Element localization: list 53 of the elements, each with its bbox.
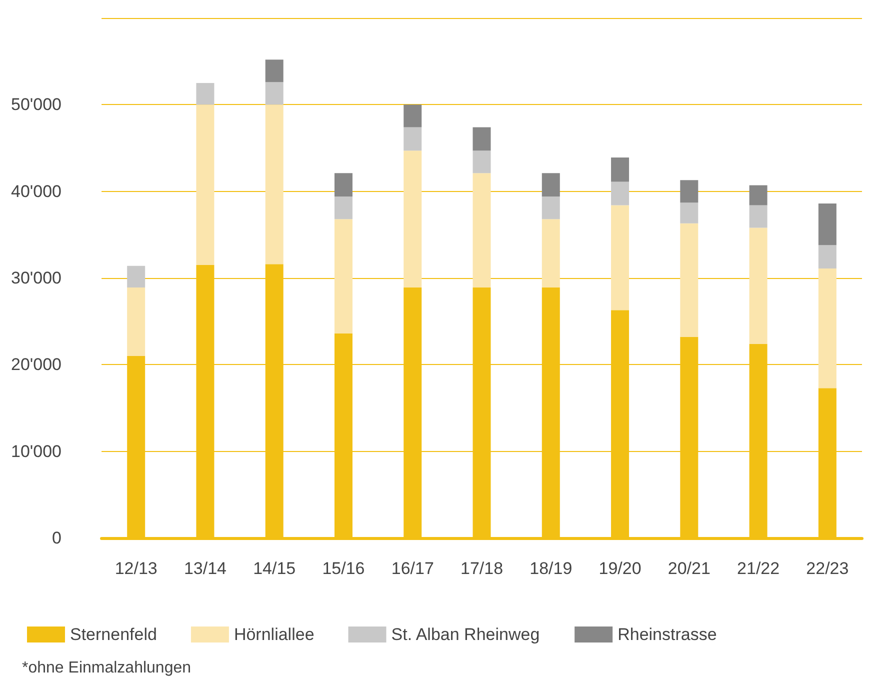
x-tick-label: 14/15 (253, 559, 296, 578)
bar (749, 228, 768, 344)
x-tick-label: 18/19 (530, 559, 572, 578)
y-tick-label: 0 (52, 528, 62, 548)
bar (611, 182, 630, 206)
x-tick-label: 22/23 (806, 559, 849, 578)
text: *ohne Einmalzahlungen (22, 660, 192, 676)
y-tick-label: 30'000 (10, 268, 62, 288)
bar (749, 205, 768, 228)
bar (265, 104, 284, 264)
bar (818, 268, 836, 388)
y-tick-label: 40'000 (10, 182, 62, 201)
bar (680, 180, 698, 203)
bar (680, 223, 698, 337)
bar (334, 173, 352, 197)
bar (334, 219, 352, 334)
bar (196, 104, 214, 265)
x-tick-label: 21/22 (737, 559, 780, 578)
x-tick-label: 17/18 (460, 559, 504, 578)
x-tick-label: 19/20 (598, 559, 642, 578)
bar (542, 196, 560, 220)
bar (404, 150, 422, 288)
bar (542, 219, 560, 288)
bar (472, 173, 491, 288)
x-tick-label: 12/13 (114, 559, 158, 578)
bar (818, 245, 836, 268)
bar (472, 150, 491, 174)
x-tick-label: 15/16 (322, 559, 365, 578)
legend-label: Rheinstrasse (618, 625, 717, 644)
bar (472, 127, 491, 151)
bar (127, 288, 146, 356)
bar (542, 173, 560, 197)
bar (334, 196, 352, 220)
x-tick-label: 16/17 (391, 559, 434, 578)
bar (127, 266, 146, 288)
bar (611, 205, 630, 310)
bar (265, 82, 284, 105)
legend-label: Sternenfeld (70, 625, 157, 644)
bar (196, 83, 214, 105)
bar (680, 202, 698, 224)
x-tick-label: 20/21 (668, 559, 710, 578)
bar (818, 203, 836, 246)
x-tick-label: 13/14 (184, 559, 226, 578)
y-tick-label: 20'000 (10, 355, 62, 374)
bar (611, 158, 630, 182)
bar (404, 127, 422, 151)
bar (749, 185, 768, 206)
bar (404, 104, 422, 128)
y-tick-label: 50'000 (10, 95, 62, 114)
legend-label: Hörnliallee (234, 625, 314, 644)
bar (265, 60, 284, 82)
legend-label: St. Alban Rheinweg (391, 625, 540, 644)
y-tick-label: 10'000 (10, 442, 62, 461)
